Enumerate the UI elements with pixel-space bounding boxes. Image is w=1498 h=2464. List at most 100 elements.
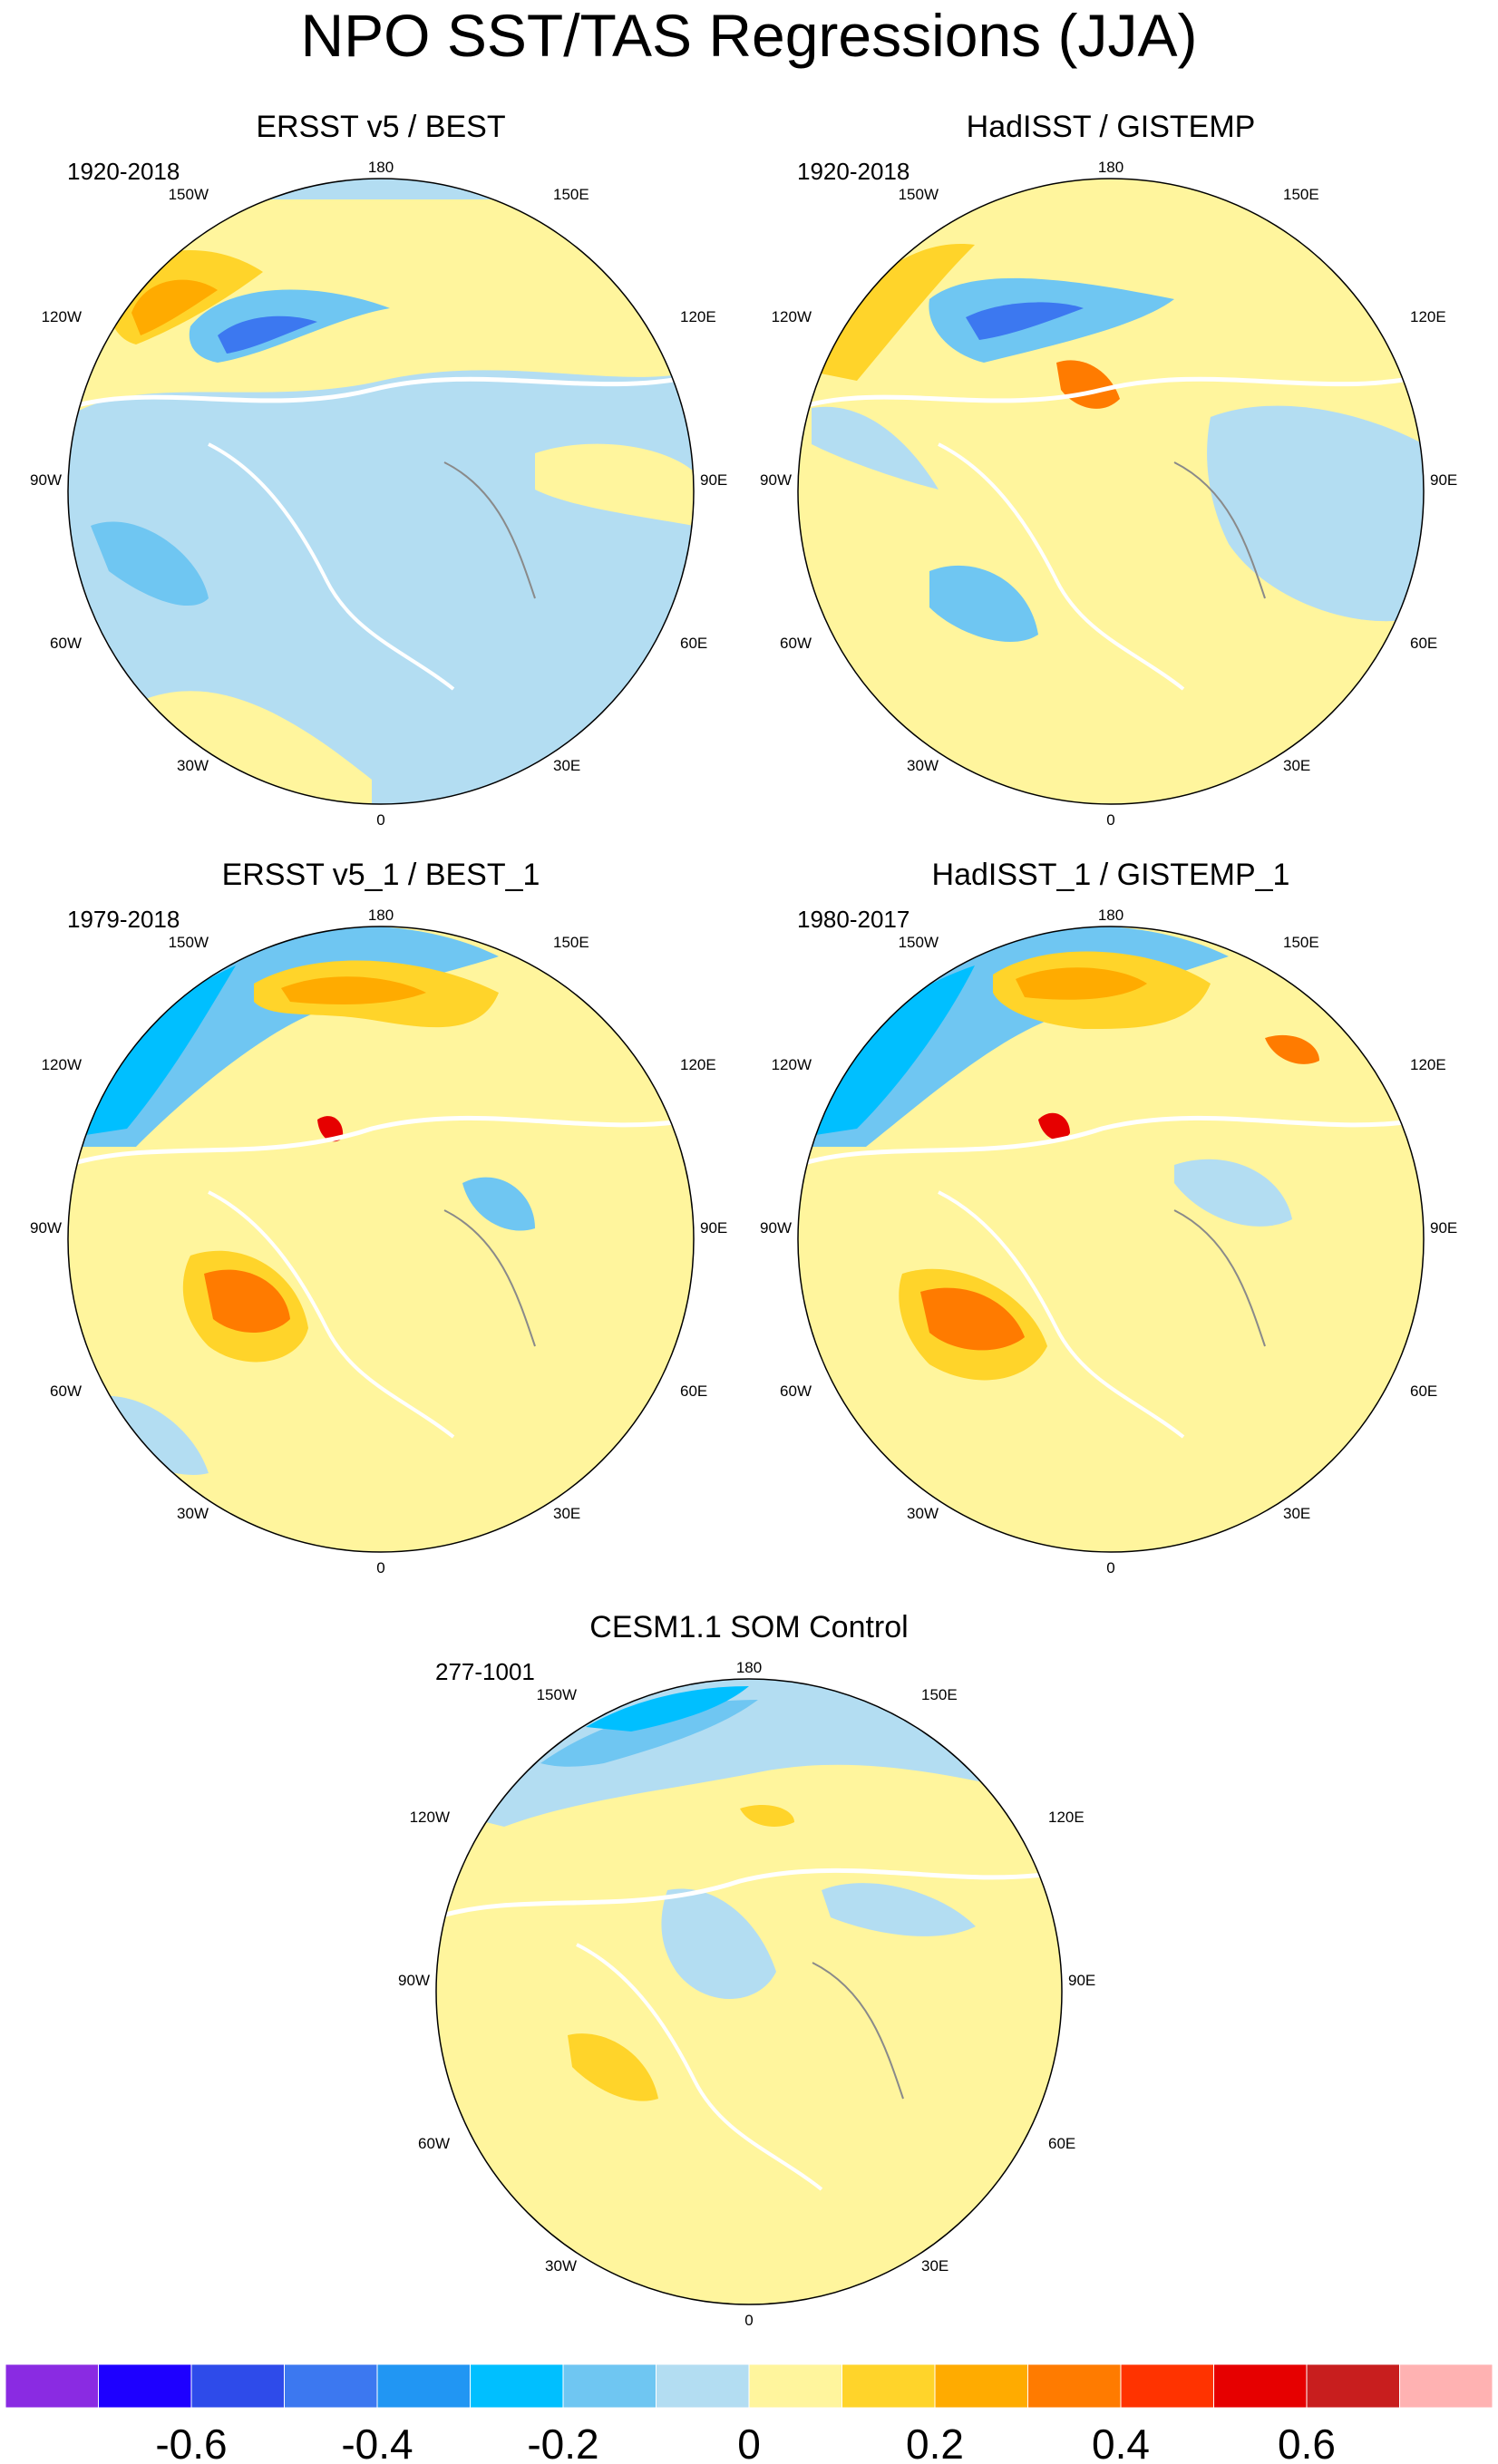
lon-label-60w: 60W bbox=[418, 2135, 450, 2152]
warm-anomaly-region bbox=[1016, 967, 1147, 1000]
cool-anomaly-region bbox=[1207, 405, 1424, 622]
cool-anomaly-region bbox=[462, 1177, 535, 1231]
map-panel-hadisst-gistemp: HadISST / GISTEMP 1920-2018 180 0 150W 1… bbox=[757, 109, 1464, 834]
colorbar-swatch bbox=[1120, 2364, 1214, 2409]
colorbar-swatch bbox=[748, 2364, 842, 2409]
colorbar-tick-label: -0.6 bbox=[155, 2420, 227, 2464]
cool-anomaly-region bbox=[218, 315, 317, 354]
lon-label-60w: 60W bbox=[780, 1382, 812, 1400]
colorbar-swatch bbox=[1213, 2364, 1308, 2409]
figure-title: NPO SST/TAS Regressions (JJA) bbox=[300, 2, 1198, 69]
colorbar-labels: -0.6 -0.4 -0.2 0 0.2 0.4 0.6 bbox=[155, 2420, 1336, 2464]
lon-label-120e: 120E bbox=[1410, 308, 1446, 325]
cool-anomaly-region bbox=[929, 565, 1038, 643]
lon-label-180: 180 bbox=[368, 159, 394, 176]
cool-anomaly-region bbox=[586, 1686, 749, 1732]
colorbar-tick-label: 0 bbox=[737, 2420, 761, 2464]
polar-map: 180 0 150W 150E 120W 120E 90W 90E 60W 60… bbox=[30, 159, 727, 829]
colorbar-swatch bbox=[841, 2364, 936, 2409]
colorbar-tick-label: 0.4 bbox=[1092, 2420, 1150, 2464]
lon-label-0: 0 bbox=[744, 2312, 753, 2329]
polar-map: 180 0 150W 150E 120W 120E 90W 90E 60W 60… bbox=[760, 159, 1457, 829]
colorbar-swatch bbox=[1027, 2364, 1122, 2409]
lon-label-120w: 120W bbox=[42, 1056, 82, 1073]
lon-label-90w: 90W bbox=[760, 471, 792, 489]
cool-anomaly-region bbox=[540, 1700, 758, 1767]
colorbar-swatch bbox=[98, 2364, 192, 2409]
cool-anomaly-region bbox=[1174, 1159, 1292, 1227]
cool-anomaly-region bbox=[966, 302, 1084, 340]
lon-label-120e: 120E bbox=[1410, 1056, 1446, 1073]
map-panel-ersst-best-1: ERSST v5_1 / BEST_1 1979-2018 180 0 150W… bbox=[27, 857, 734, 1582]
lon-label-0: 0 bbox=[1106, 811, 1114, 829]
warm-anomaly-region bbox=[317, 1116, 344, 1142]
cool-anomaly-region bbox=[929, 277, 1174, 363]
lon-label-180: 180 bbox=[1098, 159, 1124, 176]
lon-label-90e: 90E bbox=[1430, 1219, 1457, 1237]
lon-label-90e: 90E bbox=[1430, 471, 1457, 489]
cool-anomaly-region bbox=[468, 1679, 1021, 1827]
panel-period: 277-1001 bbox=[435, 1658, 535, 1685]
lon-label-120e: 120E bbox=[1048, 1809, 1085, 1826]
cool-anomaly-region bbox=[91, 521, 209, 606]
panel-title: HadISST / GISTEMP bbox=[966, 110, 1256, 144]
colorbar-swatch bbox=[562, 2364, 657, 2409]
warm-anomaly-region bbox=[1265, 1034, 1319, 1064]
colorbar-swatch bbox=[284, 2364, 378, 2409]
lon-label-120w: 120W bbox=[772, 308, 812, 325]
colorbar-swatch bbox=[5, 2364, 99, 2409]
lon-label-30e: 30E bbox=[1283, 757, 1310, 774]
colorbar-swatch bbox=[376, 2364, 471, 2409]
map-panel-ersst-best: ERSST v5 / BEST 1920-2018 180 0 150W 150… bbox=[27, 109, 734, 834]
panel-period: 1920-2018 bbox=[67, 158, 180, 185]
colorbar-swatch bbox=[934, 2364, 1028, 2409]
colorbar: -0.6 -0.4 -0.2 0 0.2 0.4 0.6 bbox=[5, 2364, 1493, 2464]
colorbar-swatches bbox=[5, 2364, 1493, 2409]
colorbar-tick-label: 0.6 bbox=[1278, 2420, 1336, 2464]
lon-label-90w: 90W bbox=[398, 1972, 430, 1989]
warm-anomaly-region bbox=[204, 1269, 290, 1333]
map-panel-cesm-som-control: CESM1.1 SOM Control 277-1001 180 0 150W … bbox=[395, 1609, 1103, 2334]
cool-anomaly-region bbox=[822, 1883, 976, 1936]
colorbar-swatch bbox=[190, 2364, 285, 2409]
colorbar-tick-label: -0.4 bbox=[341, 2420, 413, 2464]
polar-map: 180 0 150W 150E 120W 120E 90W 90E 60W 60… bbox=[30, 907, 727, 1576]
lon-label-90w: 90W bbox=[30, 471, 62, 489]
lon-label-60e: 60E bbox=[680, 635, 707, 652]
warm-anomaly-region bbox=[535, 443, 694, 526]
lon-label-120w: 120W bbox=[42, 308, 82, 325]
warm-anomaly-region bbox=[740, 1804, 794, 1827]
lon-label-30e: 30E bbox=[553, 1505, 580, 1522]
lon-label-180: 180 bbox=[736, 1659, 762, 1676]
lon-label-30w: 30W bbox=[907, 1505, 939, 1522]
lon-label-30w: 30W bbox=[177, 1505, 209, 1522]
lon-label-90e: 90E bbox=[700, 471, 727, 489]
lon-label-150w: 150W bbox=[899, 186, 939, 203]
warm-anomaly-region bbox=[812, 244, 975, 381]
lon-label-60w: 60W bbox=[780, 635, 812, 652]
lon-label-150e: 150E bbox=[1283, 186, 1319, 203]
lon-label-60w: 60W bbox=[50, 635, 82, 652]
lon-label-150e: 150E bbox=[553, 934, 589, 951]
colorbar-swatch bbox=[1399, 2364, 1493, 2409]
cool-anomaly-region bbox=[798, 965, 975, 1138]
panel-title: CESM1.1 SOM Control bbox=[589, 1610, 909, 1644]
lon-label-0: 0 bbox=[376, 811, 384, 829]
panel-period: 1979-2018 bbox=[67, 906, 180, 933]
lon-label-120e: 120E bbox=[680, 308, 716, 325]
map-panel-hadisst-gistemp-1: HadISST_1 / GISTEMP_1 1980-2017 180 0 15… bbox=[757, 857, 1464, 1582]
panel-period: 1920-2018 bbox=[797, 158, 910, 185]
warm-anomaly-region bbox=[920, 1287, 1025, 1351]
panel-period: 1980-2017 bbox=[797, 906, 910, 933]
lon-label-120w: 120W bbox=[410, 1809, 450, 1826]
warm-anomaly-region bbox=[281, 976, 426, 1004]
lon-label-150w: 150W bbox=[169, 186, 209, 203]
colorbar-tick-label: 0.2 bbox=[906, 2420, 964, 2464]
lon-label-30e: 30E bbox=[1283, 1505, 1310, 1522]
colorbar-swatch bbox=[1306, 2364, 1400, 2409]
lon-label-150w: 150W bbox=[537, 1686, 577, 1703]
lon-label-90e: 90E bbox=[1068, 1972, 1095, 1989]
panel-title: ERSST v5_1 / BEST_1 bbox=[221, 858, 540, 892]
lon-label-150e: 150E bbox=[921, 1686, 958, 1703]
lon-label-180: 180 bbox=[1098, 907, 1124, 924]
